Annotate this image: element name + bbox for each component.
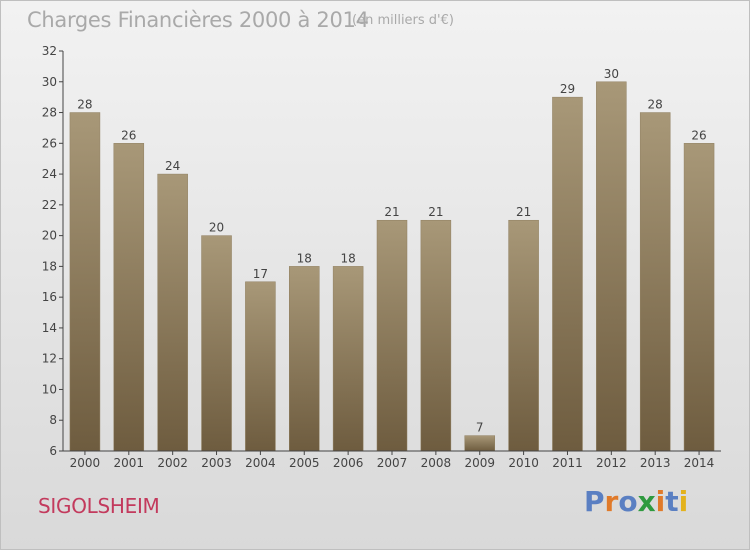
bar (420, 219, 452, 452)
y-tick-label: 26 (42, 136, 57, 150)
data-label: 28 (77, 98, 92, 112)
logo-letter: i (655, 485, 666, 518)
x-tick-label: 2012 (596, 456, 627, 470)
y-tick-label: 28 (42, 106, 57, 120)
logo-letter: o (618, 485, 638, 518)
bar (552, 96, 583, 452)
x-tick-label: 2014 (684, 456, 715, 470)
logo-letter: i (678, 485, 689, 518)
data-label: 20 (209, 221, 224, 235)
bar (464, 435, 495, 452)
x-tick-label: 2000 (70, 456, 101, 470)
x-tick-label: 2007 (377, 456, 408, 470)
data-label: 17 (253, 267, 268, 281)
logo-letter: x (637, 485, 656, 518)
x-tick-label: 2003 (201, 456, 232, 470)
chart-title: Charges Financières 2000 à 2014 (27, 8, 369, 32)
data-label: 26 (121, 128, 136, 142)
x-tick-label: 2005 (289, 456, 320, 470)
x-tick-label: 2008 (421, 456, 452, 470)
data-label: 21 (384, 205, 399, 219)
bar (376, 219, 408, 452)
data-label: 26 (691, 128, 706, 142)
logo-letter: r (604, 485, 619, 518)
city-name: SIGOLSHEIM (38, 494, 160, 518)
y-tick-label: 14 (42, 321, 57, 335)
bar (245, 281, 276, 452)
bar (157, 173, 188, 452)
data-label: 29 (560, 82, 575, 96)
bar (596, 81, 627, 452)
y-tick-label: 24 (42, 167, 57, 181)
data-label: 18 (297, 251, 312, 265)
data-label: 24 (165, 159, 180, 173)
bar (289, 266, 320, 452)
logo-letter: t (665, 485, 679, 518)
bar (508, 219, 539, 452)
y-tick-label: 18 (42, 259, 57, 273)
bar (113, 143, 145, 452)
bar (639, 112, 671, 452)
x-tick-label: 2009 (464, 456, 495, 470)
data-label: 18 (340, 251, 355, 265)
x-tick-label: 2006 (333, 456, 364, 470)
x-tick-label: 2013 (640, 456, 671, 470)
data-label: 28 (648, 98, 663, 112)
x-tick-label: 2010 (508, 456, 539, 470)
data-label: 21 (516, 205, 531, 219)
bar (332, 266, 364, 452)
y-tick-label: 10 (42, 382, 57, 396)
y-tick-label: 32 (42, 44, 57, 58)
bar (201, 235, 232, 452)
y-tick-label: 20 (42, 229, 57, 243)
y-tick-label: 8 (49, 413, 57, 427)
x-tick-label: 2001 (114, 456, 145, 470)
chart-subtitle: (en milliers d'€) (352, 13, 454, 28)
y-tick-label: 6 (49, 444, 57, 458)
logo-letter: P (584, 485, 605, 518)
data-label: 30 (604, 67, 619, 81)
x-tick-label: 2004 (245, 456, 276, 470)
data-label: 7 (476, 421, 484, 435)
bar (69, 112, 101, 452)
y-tick-label: 16 (42, 290, 57, 304)
proxiti-logo[interactable]: Proxiti (584, 485, 688, 518)
x-tick-label: 2011 (552, 456, 583, 470)
y-tick-label: 22 (42, 198, 57, 212)
y-tick-label: 12 (42, 352, 57, 366)
y-tick-label: 30 (42, 75, 57, 89)
bar (683, 143, 715, 452)
x-tick-label: 2002 (157, 456, 188, 470)
data-label: 21 (428, 205, 443, 219)
